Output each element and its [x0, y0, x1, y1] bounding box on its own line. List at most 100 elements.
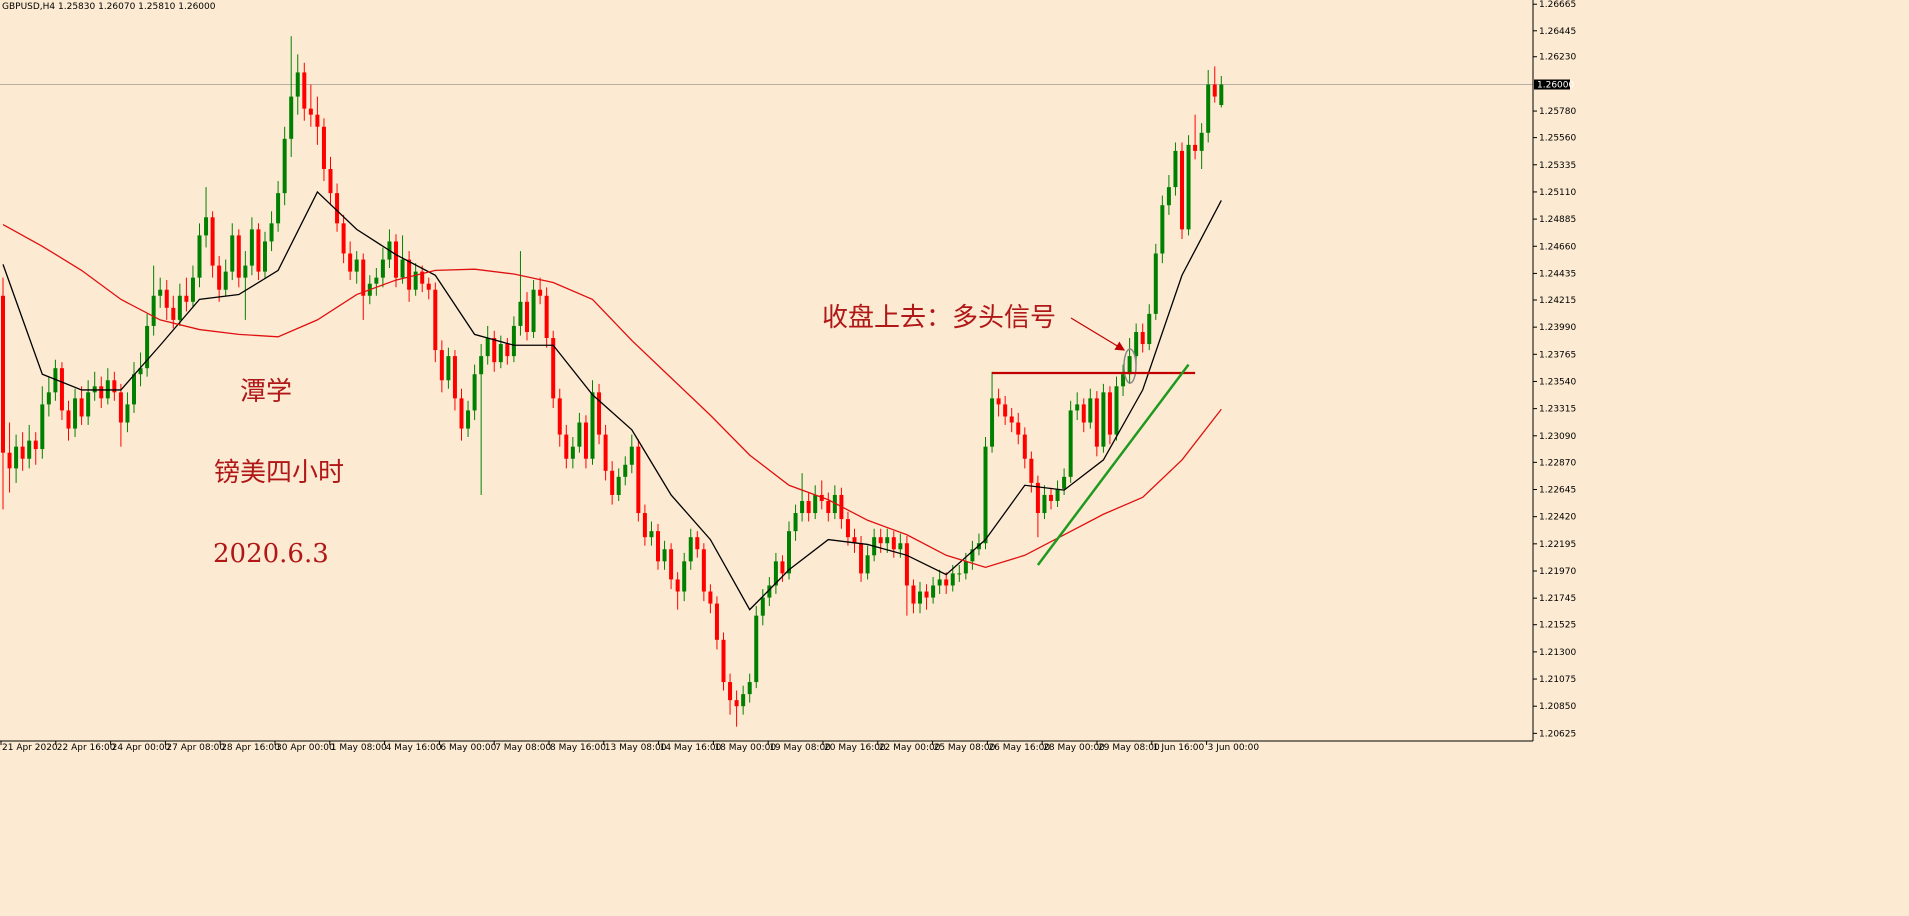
candle-body [675, 579, 680, 592]
y-tick-label: 1.24435 [1539, 269, 1576, 279]
y-tick-label: 1.24885 [1539, 215, 1576, 225]
candle-body [551, 338, 556, 399]
candle-body [904, 543, 909, 586]
candle-body [204, 217, 209, 236]
candle-body [1186, 144, 1191, 230]
annotation: 2020.6.3 [213, 539, 329, 569]
candle-body [760, 597, 765, 616]
candle-body [472, 374, 477, 411]
y-tick-label: 1.26665 [1539, 0, 1576, 10]
candle-body [112, 380, 117, 393]
candle-body [944, 579, 949, 586]
x-tick-label: 13 May 08:00 [605, 743, 667, 753]
candle-body [295, 72, 300, 97]
candle-body [682, 561, 687, 592]
candle-body [1016, 422, 1021, 435]
candle-body [636, 446, 641, 514]
candle-body [184, 295, 189, 302]
candle-body [525, 301, 529, 332]
candle-body [1029, 458, 1034, 483]
x-tick-label: 7 May 08:00 [495, 743, 551, 753]
candle-body [1042, 494, 1047, 514]
moving-average [2, 190, 1222, 611]
annotation: 镑美四小时 [214, 458, 344, 488]
candle-body [466, 410, 471, 429]
candle-body [1193, 144, 1198, 151]
x-tick-label: 29 May 08:00 [1098, 743, 1160, 753]
candle-body [708, 591, 713, 604]
candle-body [1101, 392, 1106, 447]
candle-body [7, 452, 12, 469]
candle-body [492, 338, 497, 363]
candle-body [1160, 205, 1165, 254]
candle-body [701, 549, 706, 592]
candle-body [1, 295, 5, 453]
candle-body [46, 392, 51, 405]
candle-body [616, 476, 621, 495]
candle-body [714, 603, 719, 640]
candle-body [289, 96, 294, 139]
candle-body [1180, 150, 1184, 230]
candle-body [656, 531, 660, 562]
header: GBPUSD,H4 1.25830 1.26070 1.25810 1.2600… [2, 2, 216, 12]
y-tick-label: 1.24660 [1539, 242, 1576, 252]
candle-body [577, 422, 582, 447]
candle-body [695, 537, 700, 550]
x-tick-label: 27 Apr 08:00 [166, 743, 225, 753]
candle-body [767, 585, 772, 598]
candle-body [433, 289, 438, 351]
candle-body [1062, 476, 1067, 489]
candle-body [557, 398, 562, 435]
x-tick-label: 18 May 00:00 [714, 743, 776, 753]
candle-body [832, 494, 837, 514]
candle-body [498, 344, 503, 363]
candle-body [963, 561, 968, 574]
candle-body [446, 356, 451, 381]
candle-body [125, 404, 130, 423]
candle-body [361, 259, 366, 296]
candle-body [348, 253, 353, 272]
candle-body [118, 392, 123, 423]
candle-body [1173, 150, 1178, 188]
y-tick-label: 1.22645 [1539, 486, 1576, 496]
candle-body [145, 325, 150, 369]
candle-body [937, 579, 942, 586]
candle-body [957, 573, 962, 575]
y-tick-label: 1.23990 [1539, 323, 1576, 333]
candle-body [531, 289, 536, 332]
candle-body [132, 374, 136, 405]
candle-body [217, 265, 222, 290]
x-tick-label: 28 Apr 16:00 [221, 743, 280, 753]
candle-body [1140, 331, 1145, 345]
candle-body [66, 410, 71, 429]
candle-body [380, 259, 385, 278]
candle-body [20, 446, 25, 459]
candle-body [269, 223, 274, 242]
candle-body [1035, 482, 1040, 514]
candle-body [321, 126, 326, 170]
candle-body [734, 700, 739, 707]
candle-body [79, 398, 84, 417]
candle-body [99, 386, 104, 399]
candle-body [983, 446, 988, 544]
candle-body [256, 229, 261, 272]
candle-body [197, 235, 202, 278]
candle-body [1166, 187, 1171, 206]
candle-body [302, 72, 307, 109]
candle-body [1212, 84, 1217, 97]
candle-body [73, 398, 78, 429]
candle-body [885, 537, 890, 544]
y-tick-label: 1.26445 [1539, 27, 1576, 37]
x-tick-label: 4 May 16:00 [386, 743, 442, 753]
candle-body [597, 392, 602, 435]
candle-body [950, 573, 955, 586]
candle-body [538, 289, 543, 296]
y-tick-label: 1.23315 [1539, 405, 1576, 415]
x-tick-label: 24 Apr 00:00 [112, 743, 171, 753]
candle-body [439, 350, 444, 381]
candle-body [924, 591, 929, 598]
y-tick-label: 1.25780 [1539, 107, 1576, 117]
candle-body [394, 241, 398, 278]
candle-body [479, 356, 484, 375]
candle-body [341, 223, 346, 254]
